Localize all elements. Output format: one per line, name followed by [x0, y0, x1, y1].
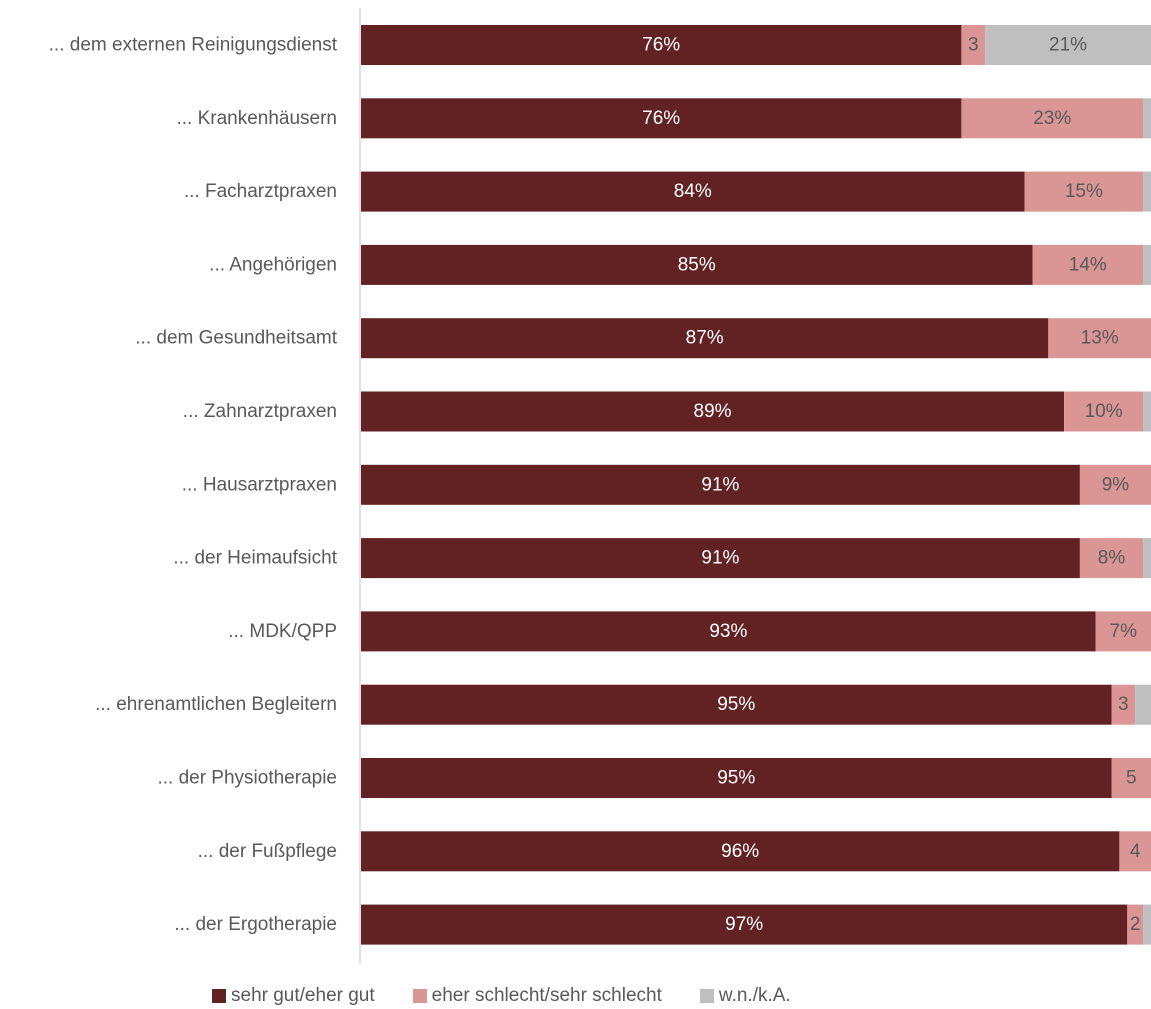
bar-segment-series-2: [1048, 318, 1151, 359]
category-label: ... Zahnarztpraxen: [183, 401, 337, 422]
category-label: ... der Ergotherapie: [174, 914, 337, 935]
category-label: ... dem Gesundheitsamt: [135, 328, 337, 349]
legend-swatch-series-3: [699, 989, 714, 1003]
data-label-series-3: 21%: [1049, 35, 1087, 56]
data-label-series-1: 84%: [674, 181, 712, 202]
data-label-series-1: 97%: [725, 914, 763, 935]
bar-segment-series-1: [361, 538, 1080, 579]
category-label: ... Krankenhäusern: [176, 108, 337, 129]
data-label-series-2: 9%: [1102, 474, 1130, 495]
data-label-series-2: 3: [1118, 694, 1129, 715]
data-label-series-2: 5: [1126, 768, 1137, 789]
bar-segment-series-1: [361, 244, 1033, 285]
legend-label-series-1: sehr gut/eher gut: [231, 985, 375, 1006]
data-label-series-2: 14%: [1069, 254, 1107, 275]
legend-swatch-series-2: [412, 989, 427, 1003]
data-label-series-1: 91%: [701, 548, 739, 569]
bars-layer: [361, 25, 1151, 945]
bar-segment-series-3: [1135, 684, 1151, 725]
legend-label-series-2: eher schlecht/sehr schlecht: [431, 985, 662, 1006]
category-label: ... Angehörigen: [209, 254, 337, 275]
bar-segment-series-1: [361, 758, 1112, 798]
category-label: ... dem externen Reinigungsdienst: [49, 35, 338, 56]
bar-segment-series-2: [961, 25, 986, 65]
bar-segment-series-2: [1024, 171, 1144, 212]
bar-segment-series-2: [1111, 684, 1136, 725]
category-label: ... Hausarztpraxen: [182, 474, 337, 495]
bar-segment-series-3: [1143, 391, 1151, 432]
legend-item-series-3: w.n./k.A.: [699, 985, 791, 1007]
bar-segment-series-3: [1143, 244, 1151, 285]
category-label: ... der Physiotherapie: [157, 768, 337, 789]
data-label-series-2: 13%: [1081, 328, 1119, 349]
data-label-series-2: 7%: [1110, 621, 1138, 642]
data-label-series-1: 89%: [694, 401, 732, 422]
category-label: ... MDK/QPP: [228, 621, 337, 642]
data-label-series-2: 10%: [1085, 401, 1123, 422]
bar-segment-series-1: [361, 98, 962, 139]
bar-segment-series-2: [1095, 611, 1151, 652]
legend: sehr gut/eher gut eher schlecht/sehr sch…: [212, 985, 829, 1007]
bar-segment-series-1: [361, 391, 1065, 432]
data-label-series-1: 95%: [717, 768, 755, 789]
data-label-series-1: 91%: [701, 474, 739, 495]
bar-segment-series-3: [985, 25, 1151, 65]
bar-segment-series-1: [361, 611, 1096, 652]
bar-segment-series-1: [361, 904, 1128, 945]
data-label-series-1: 87%: [686, 328, 724, 349]
category-label: ... Facharztpraxen: [184, 181, 337, 202]
bar-segment-series-3: [1143, 904, 1151, 945]
legend-swatch-series-1: [212, 989, 226, 1003]
bar-segment-series-2: [1064, 391, 1144, 432]
data-label-series-2: 2: [1130, 914, 1141, 935]
category-label: ... der Fußpflege: [198, 841, 337, 862]
data-label-series-1: 95%: [717, 694, 755, 715]
data-label-series-1: 96%: [721, 841, 759, 862]
bar-segment-series-3: [1143, 98, 1151, 139]
category-label: ... der Heimaufsicht: [173, 548, 337, 569]
bar-segment-series-3: [1143, 538, 1151, 579]
bar-segment-series-2: [1111, 758, 1151, 798]
legend-item-series-1: sehr gut/eher gut: [212, 985, 375, 1007]
data-label-series-1: 76%: [642, 35, 680, 56]
bar-segment-series-2: [961, 98, 1144, 139]
bar-segment-series-1: [361, 464, 1080, 505]
bar-segment-series-2: [1119, 831, 1151, 872]
bar-segment-series-2: [1032, 244, 1144, 285]
data-label-series-1: 93%: [709, 621, 747, 642]
bar-segment-series-2: [1079, 464, 1151, 505]
bar-segment-series-2: [1079, 538, 1144, 579]
data-label-series-2: 15%: [1065, 181, 1103, 202]
bar-segment-series-2: [1127, 904, 1144, 945]
bar-segment-series-1: [361, 831, 1120, 872]
bar-segment-series-1: [361, 25, 962, 65]
data-label-series-2: 23%: [1033, 108, 1071, 129]
data-label-series-2: 4: [1130, 841, 1141, 862]
bar-segment-series-1: [361, 171, 1025, 212]
legend-item-series-2: eher schlecht/sehr schlecht: [412, 985, 662, 1007]
legend-label-series-3: w.n./k.A.: [718, 985, 791, 1006]
labels-layer: 76% 3 21% 76% 23% 84% 15% 85% 14% 87% 13% 89% 10% 91%…: [642, 35, 1141, 936]
data-label-series-1: 85%: [678, 254, 716, 275]
data-label-series-2: 8%: [1098, 548, 1126, 569]
data-label-series-1: 76%: [642, 108, 680, 129]
bar-segment-series-3: [1143, 171, 1151, 212]
category-label: ... ehrenamtlichen Begleitern: [95, 694, 337, 715]
bar-segment-series-1: [361, 684, 1112, 725]
bar-segment-series-1: [361, 318, 1049, 359]
data-label-series-2: 3: [968, 35, 979, 56]
